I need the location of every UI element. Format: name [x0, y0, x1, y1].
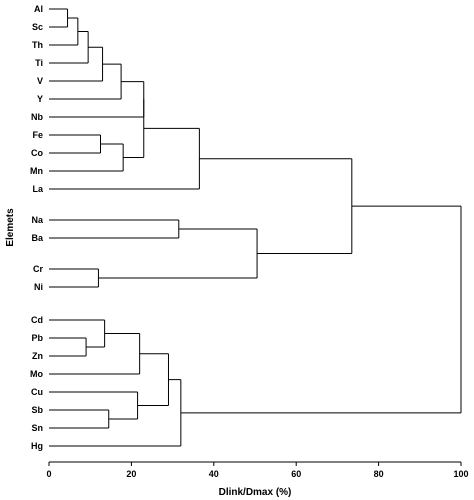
leaf-label-hg: Hg [31, 441, 43, 451]
leaf-label-mo: Mo [30, 369, 43, 379]
leaf-label-ti: Ti [35, 58, 43, 68]
x-tick-label-0: 0 [46, 469, 51, 479]
leaf-label-la: La [32, 184, 43, 194]
leaf-label-pb: Pb [31, 333, 43, 343]
leaf-label-sc: Sc [32, 22, 43, 32]
leaf-label-cr: Cr [33, 264, 43, 274]
leaf-label-nb: Nb [31, 112, 43, 122]
x-axis: 0 20 40 60 80 100 [46, 461, 469, 479]
leaf-label-ni: Ni [34, 282, 43, 292]
x-tick-label-40: 40 [209, 469, 219, 479]
leaf-label-sn: Sn [31, 423, 43, 433]
leaf-label-al: Al [34, 4, 43, 14]
x-tick-label-80: 80 [374, 469, 384, 479]
leaf-labels: Al Sc Th Ti VY Nb Fe Co Mn La Na Ba Cr Ni Cd Pb Zn Mo Cu Sb… [30, 4, 44, 451]
leaf-label-ba: Ba [31, 233, 43, 243]
y-axis-title: Elemets [5, 208, 16, 247]
leaf-label-co: Co [31, 148, 43, 158]
leaf-label-mn: Mn [30, 166, 43, 176]
x-tick-label-20: 20 [126, 469, 136, 479]
dendrogram-links [49, 8, 462, 447]
leaf-label-y: Y [37, 94, 43, 104]
x-tick-label-100: 100 [453, 469, 468, 479]
x-axis-title: Dlink/Dmax (%) [219, 487, 292, 498]
leaf-label-th: Th [32, 40, 43, 50]
x-tick-label-60: 60 [291, 469, 301, 479]
leaf-label-cu: Cu [31, 387, 43, 397]
leaf-label-cd: Cd [31, 315, 43, 325]
leaf-label-na: Na [31, 215, 43, 225]
leaf-label-fe: Fe [32, 130, 43, 140]
leaf-label-zn: Zn [32, 351, 43, 361]
leaf-label-sb: Sb [31, 405, 43, 415]
leaf-label-v: V [37, 76, 43, 86]
